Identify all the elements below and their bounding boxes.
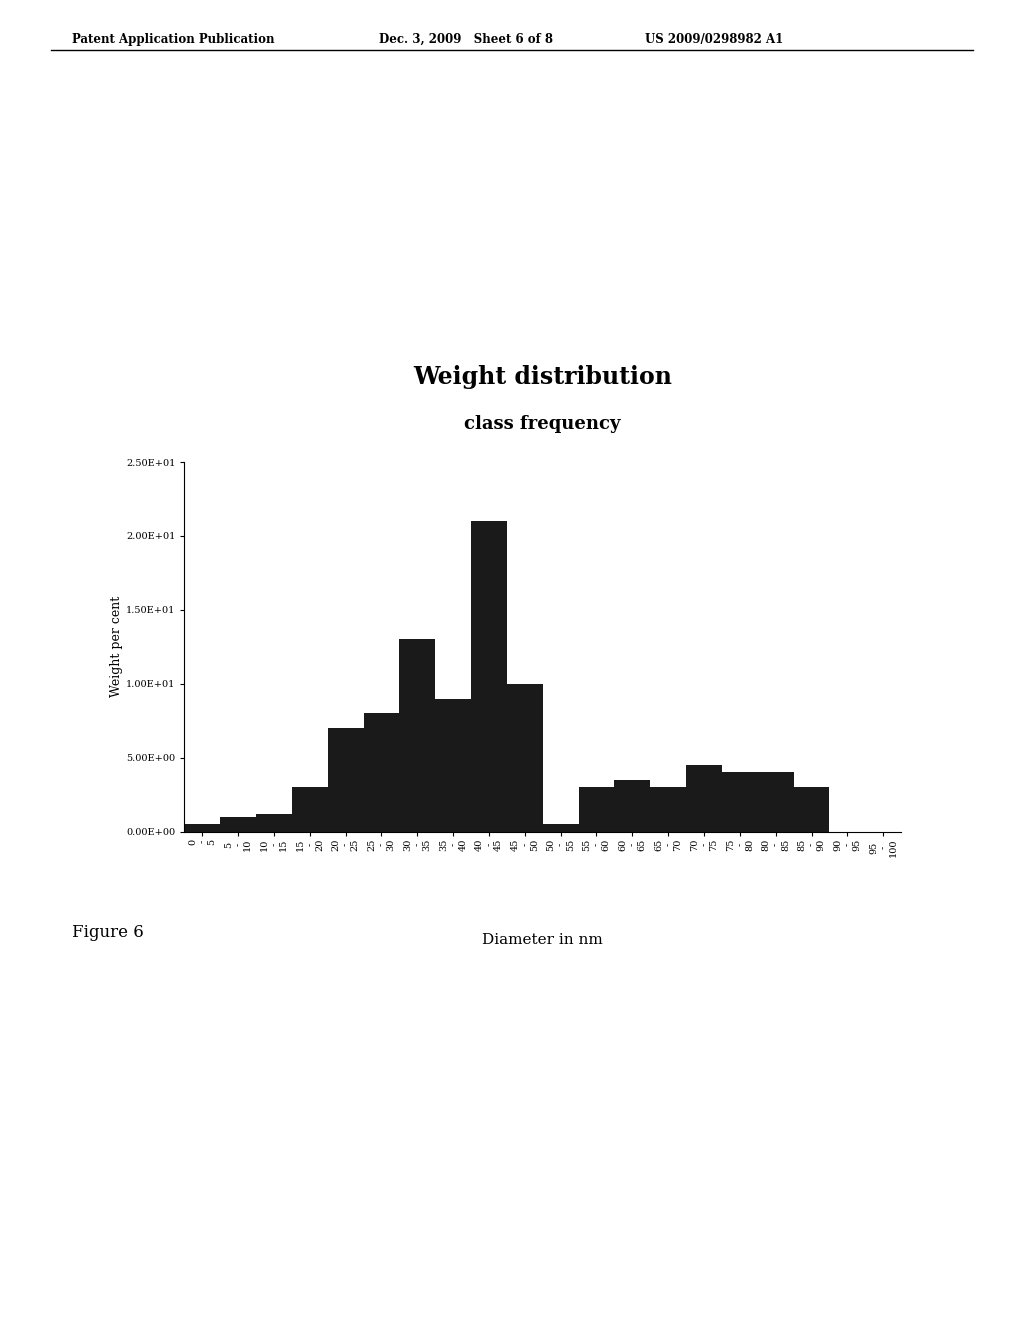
Text: Figure 6: Figure 6	[72, 924, 143, 941]
Bar	[686, 766, 722, 832]
Bar	[579, 787, 614, 832]
Bar	[292, 787, 328, 832]
Text: Dec. 3, 2009   Sheet 6 of 8: Dec. 3, 2009 Sheet 6 of 8	[379, 33, 553, 46]
Bar	[435, 698, 471, 832]
Y-axis label: Weight per cent: Weight per cent	[111, 597, 123, 697]
X-axis label: Diameter in nm: Diameter in nm	[482, 933, 603, 948]
Text: class frequency: class frequency	[465, 414, 621, 433]
Bar	[794, 787, 829, 832]
Text: US 2009/0298982 A1: US 2009/0298982 A1	[645, 33, 783, 46]
Bar	[328, 729, 364, 832]
Bar	[507, 684, 543, 832]
Bar	[650, 787, 686, 832]
Bar	[722, 772, 758, 832]
Bar	[399, 639, 435, 832]
Bar	[471, 521, 507, 832]
Bar	[364, 713, 399, 832]
Bar	[256, 814, 292, 832]
Bar	[184, 824, 220, 832]
Bar	[614, 780, 650, 832]
Bar	[543, 824, 579, 832]
Text: Weight distribution: Weight distribution	[414, 366, 672, 389]
Bar	[758, 772, 794, 832]
Bar	[220, 817, 256, 832]
Text: Patent Application Publication: Patent Application Publication	[72, 33, 274, 46]
